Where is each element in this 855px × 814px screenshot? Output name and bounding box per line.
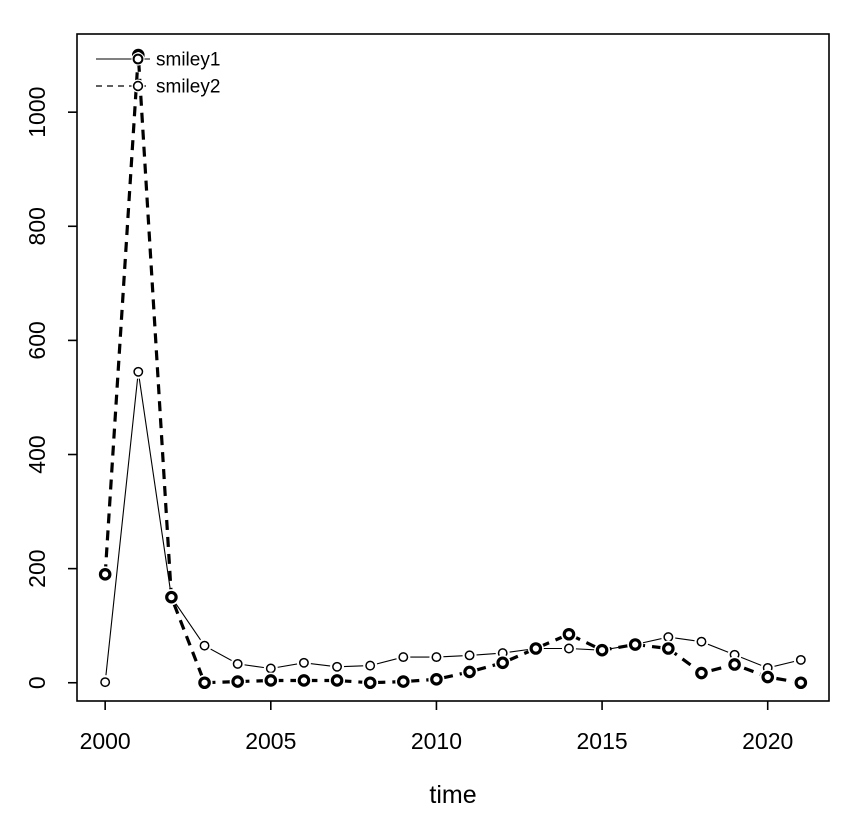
series-smiley2-point (662, 642, 675, 655)
y-axis-tick-label: 1000 (24, 87, 50, 138)
y-axis-tick-label: 800 (24, 207, 50, 245)
legend-entry-smiley1: smiley1 (96, 50, 220, 71)
x-axis-tick-label: 2000 (80, 728, 131, 754)
legend-entry-smiley2: smiley2 (96, 77, 220, 98)
series-smiley2-point (761, 670, 775, 684)
series-smiley1-point (398, 652, 409, 663)
series-smiley2-point (330, 674, 344, 687)
series-smiley1-point (795, 654, 806, 665)
series-smiley2-point (463, 665, 476, 679)
series-smiley2-point (198, 676, 211, 690)
series-smiley2-point (98, 568, 112, 581)
series-smiley1-point (232, 658, 243, 669)
series-smiley1-point (431, 652, 442, 663)
series-smiley1-point (133, 366, 144, 377)
series-smiley1-point (332, 661, 343, 672)
legend-marker (132, 80, 144, 92)
series-smiley2-point (529, 642, 543, 655)
series-smiley2-point (397, 675, 410, 688)
series-smiley2-point (595, 643, 609, 657)
series-smiley2-point (695, 666, 708, 680)
y-axis-tick-label: 600 (24, 321, 50, 359)
y-axis-tick-label: 0 (24, 676, 50, 689)
y-axis-tick-label: 200 (24, 549, 50, 587)
series-smiley2-point (628, 638, 642, 651)
series-smiley2-point (794, 676, 808, 690)
series-smiley2-point (496, 656, 509, 670)
y-axis-tick-label: 400 (24, 435, 50, 473)
series-smiley2-line (103, 54, 802, 685)
series-smiley2-point (264, 674, 278, 687)
series-smiley2-point (363, 676, 377, 690)
series-smiley1-point (464, 650, 475, 661)
legend-marker (132, 53, 144, 65)
series-smiley1-point (696, 636, 707, 647)
series-smiley2-point (165, 590, 178, 604)
legend: smiley1 smiley2 (96, 50, 220, 98)
plot-box (76, 33, 830, 702)
series-smiley1-point (100, 677, 111, 688)
x-axis-tick-label: 2005 (245, 728, 296, 754)
series-smiley2-point (297, 674, 311, 687)
x-axis-tick-label: 2020 (742, 728, 793, 754)
legend-label: smiley1 (156, 50, 220, 71)
x-axis-tick-label: 2015 (576, 728, 627, 754)
series-smiley1-point (298, 657, 309, 668)
series-smiley1-line (104, 371, 801, 683)
series-smiley2-point (231, 675, 244, 688)
legend-label: smiley2 (156, 77, 220, 98)
series-smiley2-point (728, 658, 741, 671)
series-smiley1-point (199, 640, 210, 651)
x-axis-title: time (429, 781, 476, 809)
series-smiley2-point (430, 673, 443, 686)
x-axis-tick-label: 2010 (411, 728, 462, 754)
series-smiley1-point (365, 660, 376, 671)
series-smiley2-point (562, 627, 576, 641)
series-smiley1-point (563, 643, 574, 654)
